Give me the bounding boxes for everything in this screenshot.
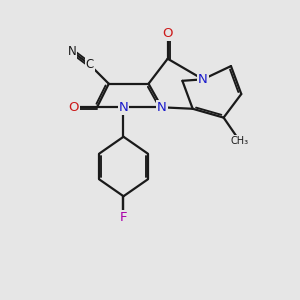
Text: CH₃: CH₃ [231, 136, 249, 146]
Text: F: F [120, 211, 127, 224]
Text: O: O [162, 27, 173, 40]
Text: N: N [157, 101, 167, 114]
Text: C: C [85, 58, 94, 71]
Text: N: N [198, 73, 208, 86]
Text: N: N [68, 45, 76, 58]
Text: O: O [68, 101, 79, 114]
Text: N: N [118, 101, 128, 114]
